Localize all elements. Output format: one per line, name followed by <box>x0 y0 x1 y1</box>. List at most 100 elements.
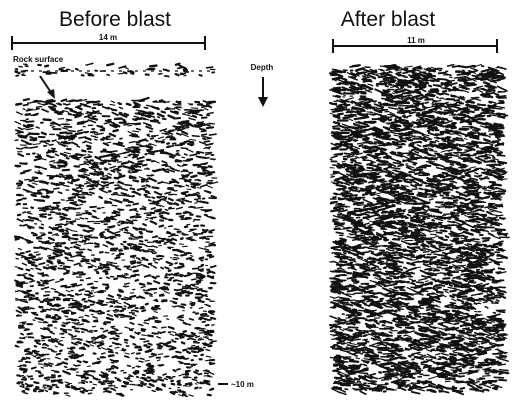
texture-stroke <box>18 248 21 249</box>
texture-stroke <box>59 160 64 161</box>
texture-stroke <box>161 217 165 218</box>
texture-stroke <box>110 134 115 136</box>
texture-stroke <box>393 163 402 165</box>
texture-stroke <box>418 354 423 355</box>
texture-stroke <box>372 77 375 78</box>
texture-stroke <box>102 337 105 338</box>
texture-stroke <box>193 116 196 117</box>
texture-stroke <box>72 142 77 144</box>
texture-stroke <box>154 281 159 283</box>
texture-stroke <box>69 304 74 305</box>
texture-stroke <box>107 298 112 299</box>
texture-stroke <box>199 266 203 267</box>
texture-stroke <box>496 349 498 350</box>
texture-stroke <box>53 317 56 318</box>
texture-stroke <box>188 239 192 240</box>
texture-stroke <box>169 116 175 119</box>
texture-stroke <box>108 349 112 350</box>
texture-stroke <box>441 150 447 152</box>
texture-stroke <box>147 231 152 232</box>
texture-stroke <box>82 197 84 198</box>
texture-stroke <box>146 290 150 291</box>
texture-stroke <box>124 122 126 123</box>
texture-stroke <box>372 362 379 363</box>
texture-stroke <box>410 387 415 388</box>
texture-stroke <box>24 128 27 129</box>
texture-stroke <box>30 186 34 188</box>
texture-stroke <box>55 235 58 236</box>
texture-stroke <box>74 247 78 248</box>
texture-stroke <box>425 281 428 282</box>
texture-stroke <box>150 370 154 371</box>
texture-stroke <box>349 119 353 121</box>
texture-stroke <box>46 379 49 380</box>
depth-scale: ~10 m <box>231 380 254 389</box>
texture-stroke <box>199 308 202 309</box>
texture-stroke <box>22 263 26 265</box>
texture-stroke <box>206 185 212 188</box>
texture-stroke <box>168 280 171 281</box>
texture-stroke <box>165 267 168 268</box>
texture-stroke <box>116 268 120 270</box>
texture-stroke <box>71 242 76 243</box>
texture-stroke <box>132 244 136 245</box>
texture-stroke <box>32 295 34 296</box>
texture-stroke <box>366 341 369 342</box>
texture-stroke <box>350 343 357 344</box>
texture-stroke <box>56 315 60 317</box>
texture-stroke <box>86 263 90 264</box>
texture-stroke <box>367 168 372 169</box>
texture-stroke <box>486 359 494 360</box>
texture-stroke <box>450 303 455 304</box>
texture-stroke <box>145 320 150 321</box>
texture-stroke <box>193 379 197 380</box>
texture-stroke <box>51 266 56 267</box>
texture-stroke <box>404 303 409 304</box>
texture-stroke <box>63 362 67 363</box>
texture-stroke <box>127 220 133 222</box>
texture-stroke <box>146 127 152 129</box>
texture-stroke <box>332 247 340 248</box>
texture-stroke <box>23 212 26 213</box>
texture-stroke <box>27 126 33 127</box>
texture-stroke <box>84 243 90 244</box>
texture-stroke <box>162 161 166 163</box>
texture-stroke <box>107 262 112 263</box>
texture-stroke <box>176 352 181 353</box>
texture-stroke <box>79 164 86 165</box>
texture-stroke <box>44 287 48 288</box>
texture-stroke <box>184 164 188 165</box>
texture-stroke <box>207 334 210 335</box>
texture-stroke <box>23 225 26 226</box>
texture-stroke <box>40 216 45 217</box>
radar-texture <box>15 63 509 396</box>
texture-stroke <box>40 247 46 249</box>
texture-stroke <box>17 148 22 149</box>
texture-stroke <box>54 309 59 310</box>
texture-stroke <box>63 371 65 372</box>
texture-stroke <box>18 185 21 186</box>
texture-stroke <box>80 218 84 219</box>
texture-stroke <box>183 350 187 351</box>
texture-stroke <box>80 235 83 236</box>
texture-stroke <box>55 319 58 320</box>
texture-stroke <box>162 327 166 328</box>
texture-stroke <box>26 251 30 252</box>
texture-stroke <box>46 206 51 207</box>
texture-stroke <box>429 73 431 74</box>
texture-stroke <box>206 144 213 146</box>
texture-stroke <box>433 289 437 291</box>
texture-stroke <box>29 376 32 377</box>
texture-stroke <box>137 129 141 130</box>
texture-stroke <box>90 192 94 193</box>
texture-stroke <box>100 197 102 198</box>
texture-stroke <box>166 319 168 320</box>
texture-stroke <box>112 156 117 157</box>
texture-stroke <box>142 244 146 246</box>
texture-stroke <box>82 329 87 330</box>
texture-stroke <box>207 105 211 107</box>
texture-stroke <box>41 336 45 337</box>
texture-stroke <box>153 277 156 278</box>
texture-stroke <box>172 384 174 385</box>
arrow-head <box>258 97 268 107</box>
